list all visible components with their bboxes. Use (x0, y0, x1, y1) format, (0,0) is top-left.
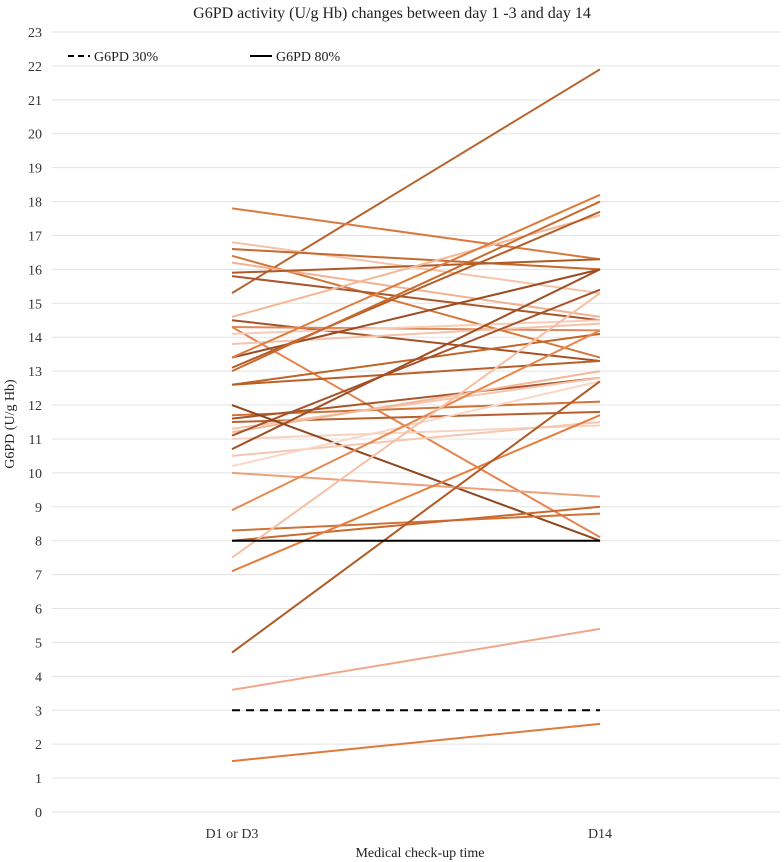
series-line-5 (231, 254, 601, 359)
y-tick-label-0: 0 (35, 806, 42, 821)
y-tick-label-4: 4 (35, 670, 42, 685)
series-line-26 (231, 288, 601, 437)
series-line-33 (231, 329, 601, 512)
series-line-40 (231, 722, 601, 763)
y-tick-label-5: 5 (35, 636, 42, 651)
series-line-14 (231, 322, 601, 345)
y-tick-label-10: 10 (28, 467, 42, 482)
series-line-28 (231, 268, 601, 451)
y-tick-label-15: 15 (28, 297, 42, 312)
series-line-9 (231, 214, 601, 318)
series-line-21 (231, 400, 601, 417)
legend-label-1: G6PD 30% (94, 50, 159, 65)
series-line-32 (231, 471, 601, 498)
series-line-4 (231, 248, 601, 271)
series-line-20 (231, 359, 601, 386)
series-line-25 (231, 370, 601, 434)
y-tick-label-3: 3 (35, 704, 42, 719)
series-line-8 (231, 275, 601, 322)
y-tick-label-18: 18 (28, 196, 42, 211)
y-tick-label-2: 2 (35, 738, 42, 753)
y-tick-label-22: 22 (28, 60, 42, 75)
legend: G6PD 30% G6PD 80% (68, 50, 341, 65)
y-tick-label-9: 9 (35, 501, 42, 516)
series-line-24 (231, 376, 601, 430)
y-tick-label-8: 8 (35, 535, 42, 550)
y-tick-label-16: 16 (28, 263, 42, 278)
series-line-13 (231, 319, 601, 335)
series-line-11 (231, 326, 601, 332)
series-line-17 (231, 210, 601, 369)
series-line-38 (231, 380, 601, 654)
series-line-2 (231, 207, 601, 261)
y-tick-label-11: 11 (29, 433, 42, 448)
series-line-1 (231, 68, 601, 294)
y-tick-label-13: 13 (28, 365, 42, 380)
y-tick-label-23: 23 (28, 26, 42, 41)
series-line-34 (231, 512, 601, 532)
y-tick-label-14: 14 (28, 331, 42, 346)
y-axis-label: G6PD (U/g Hb) (3, 379, 18, 469)
y-tick-label-12: 12 (28, 399, 42, 414)
chart-title: G6PD activity (U/g Hb) changes between d… (193, 5, 591, 22)
y-tick-label-19: 19 (28, 162, 42, 177)
y-tick-label-17: 17 (28, 229, 42, 244)
x-tick-label-0: D1 or D3 (206, 827, 259, 842)
y-tick-label-7: 7 (35, 569, 42, 584)
series-line-39 (231, 627, 601, 691)
x-axis-label: Medical check-up time (355, 846, 484, 861)
y-tick-label-21: 21 (28, 94, 42, 109)
series-line-37 (231, 414, 601, 573)
gridlines (52, 31, 780, 813)
y-tick-label-20: 20 (28, 128, 42, 143)
legend-label-2: G6PD 80% (276, 50, 341, 65)
series-line-35 (231, 505, 601, 542)
series-lines (231, 68, 601, 763)
x-tick-label-1: D14 (588, 827, 612, 842)
x-axis-ticks: D1 or D3 D14 (206, 827, 613, 842)
series-line-31 (231, 380, 601, 468)
series-line-16 (231, 193, 601, 359)
reference-lines (232, 539, 600, 712)
y-tick-label-6: 6 (35, 603, 42, 618)
series-line-29 (231, 404, 601, 542)
y-tick-label-1: 1 (35, 772, 42, 787)
series-line-18 (231, 200, 601, 373)
series-line-36 (231, 292, 601, 559)
